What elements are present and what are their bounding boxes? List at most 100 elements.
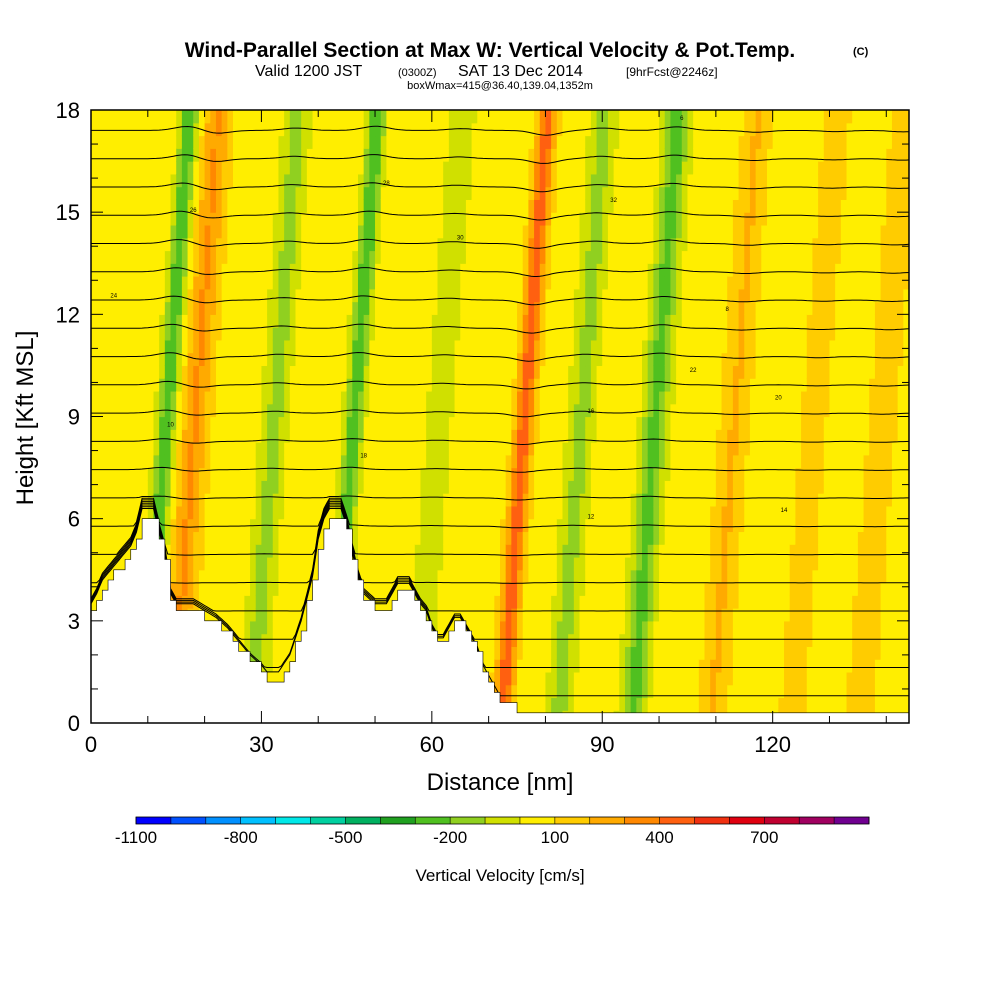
velocity-cell <box>647 659 654 673</box>
velocity-cell <box>255 327 263 341</box>
velocity-cell <box>659 659 666 673</box>
velocity-cell <box>363 556 370 571</box>
velocity-cell <box>193 416 200 430</box>
velocity-cell <box>494 646 501 660</box>
velocity-cell <box>142 301 149 315</box>
velocity-cell <box>392 467 399 481</box>
velocity-cell <box>522 595 530 609</box>
velocity-cell <box>636 314 643 328</box>
velocity-cell <box>670 569 677 584</box>
velocity-cell <box>494 161 501 175</box>
velocity-cell <box>215 250 223 264</box>
velocity-cell <box>113 122 121 137</box>
velocity-cell <box>278 582 285 596</box>
velocity-cell <box>448 250 456 264</box>
velocity-cell <box>556 199 564 213</box>
velocity-cell <box>409 161 416 175</box>
velocity-cell <box>590 518 598 533</box>
velocity-cell <box>653 671 660 686</box>
velocity-cell <box>102 518 109 533</box>
velocity-cell <box>363 582 370 596</box>
velocity-cell <box>414 416 422 430</box>
velocity-cell <box>352 276 359 290</box>
velocity-cell <box>102 276 109 290</box>
velocity-cell <box>613 544 620 558</box>
velocity-cell <box>397 442 405 456</box>
velocity-cell <box>465 135 473 149</box>
velocity-cell <box>602 339 609 354</box>
velocity-cell <box>318 148 325 162</box>
velocity-cell <box>488 608 495 622</box>
velocity-cell <box>590 697 598 711</box>
velocity-cell <box>102 314 109 328</box>
velocity-cell <box>460 186 467 200</box>
velocity-cell <box>375 569 382 584</box>
velocity-cell <box>397 582 405 596</box>
velocity-cell <box>568 378 575 392</box>
velocity-cell <box>255 390 263 405</box>
velocity-cell <box>653 161 660 175</box>
velocity-cell <box>602 352 609 367</box>
velocity-cell <box>295 531 302 545</box>
velocity-cell <box>301 135 308 149</box>
velocity-cell <box>306 148 314 162</box>
velocity-cell <box>545 467 552 481</box>
velocity-cell <box>460 148 467 162</box>
velocity-cell <box>164 327 172 341</box>
velocity-cell <box>369 186 376 200</box>
velocity-cell <box>522 608 530 622</box>
velocity-cell <box>676 646 683 660</box>
velocity-cell <box>91 301 98 315</box>
velocity-cell <box>642 110 649 124</box>
velocity-cell <box>250 173 257 188</box>
velocity-cell <box>539 633 547 647</box>
velocity-cell <box>664 352 672 367</box>
velocity-cell <box>528 531 535 545</box>
velocity-cell <box>392 493 399 507</box>
velocity-cell <box>539 582 547 596</box>
velocity-cell <box>562 122 569 137</box>
velocity-cell <box>323 442 331 456</box>
velocity-cell <box>500 608 507 622</box>
velocity-cell <box>607 697 615 711</box>
velocity-cell <box>545 352 552 367</box>
velocity-cell <box>375 199 382 213</box>
velocity-cell <box>289 161 297 175</box>
velocity-cell <box>295 480 302 494</box>
velocity-cell <box>147 199 155 213</box>
velocity-cell <box>238 199 245 213</box>
velocity-cell <box>312 454 319 469</box>
velocity-cell <box>102 161 109 175</box>
velocity-cell <box>267 301 274 315</box>
velocity-cell <box>659 595 666 609</box>
velocity-cell <box>187 505 194 520</box>
velocity-cell <box>204 556 211 571</box>
velocity-cell <box>676 620 683 635</box>
velocity-cell <box>443 493 450 507</box>
velocity-cell <box>517 378 524 392</box>
velocity-cell <box>204 442 211 456</box>
velocity-cell <box>500 429 507 443</box>
velocity-cell <box>664 148 672 162</box>
velocity-cell <box>522 531 530 545</box>
velocity-cell <box>426 390 433 405</box>
velocity-cell <box>659 556 666 571</box>
velocity-cell <box>636 276 643 290</box>
velocity-cell <box>414 173 422 188</box>
velocity-cell <box>403 531 410 545</box>
velocity-cell <box>403 250 410 264</box>
velocity-cell <box>511 544 518 558</box>
velocity-cell <box>551 224 558 239</box>
velocity-cell <box>130 365 138 379</box>
velocity-cell <box>500 161 507 175</box>
velocity-cell <box>153 352 160 367</box>
velocity-cell <box>272 620 280 635</box>
velocity-cell <box>602 620 609 635</box>
velocity-cell <box>488 263 495 277</box>
velocity-cell <box>261 288 268 303</box>
velocity-cell <box>227 199 234 213</box>
velocity-cell <box>335 224 342 239</box>
velocity-cell <box>585 224 592 239</box>
velocity-cell <box>210 173 217 188</box>
velocity-cell <box>340 429 348 443</box>
